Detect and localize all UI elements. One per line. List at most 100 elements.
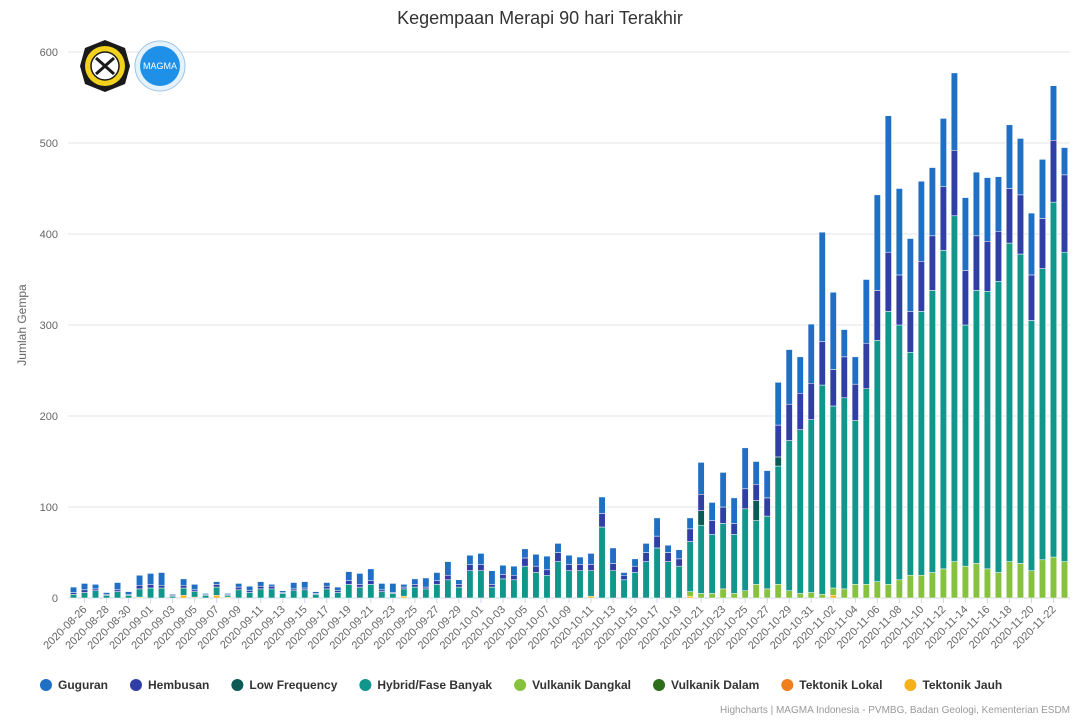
bar-segment[interactable] — [950, 150, 958, 217]
bar-segment[interactable] — [235, 589, 243, 599]
bar-segment[interactable] — [862, 388, 870, 585]
bar-segment[interactable] — [455, 586, 463, 599]
bar-segment[interactable] — [675, 565, 683, 599]
bar-segment[interactable] — [1050, 140, 1057, 203]
bar-segment[interactable] — [928, 167, 936, 237]
bar-segment[interactable] — [268, 584, 276, 587]
bar-segment[interactable] — [730, 534, 738, 594]
bar-segment[interactable] — [587, 570, 595, 597]
bar-segment[interactable] — [609, 547, 617, 564]
bar-segment[interactable] — [576, 570, 584, 599]
bar-segment[interactable] — [763, 470, 771, 499]
bar-segment[interactable] — [268, 588, 276, 599]
bar-segment[interactable] — [334, 586, 342, 591]
bar-segment[interactable] — [796, 593, 804, 599]
bar-segment[interactable] — [675, 549, 683, 560]
bar-segment[interactable] — [290, 588, 298, 591]
legend-item[interactable]: Hybrid/Fase Banyak — [359, 678, 492, 692]
bar-segment[interactable] — [411, 578, 419, 585]
bar-segment[interactable] — [928, 290, 936, 573]
bar-segment[interactable] — [939, 118, 947, 187]
bar-segment[interactable] — [290, 590, 298, 599]
bar-segment[interactable] — [862, 342, 870, 389]
bar-segment[interactable] — [510, 575, 518, 581]
bar-segment[interactable] — [796, 356, 804, 394]
bar-segment[interactable] — [785, 590, 793, 599]
bar-segment[interactable] — [598, 496, 606, 514]
bar-segment[interactable] — [169, 595, 177, 599]
bar-segment[interactable] — [235, 583, 243, 588]
bar-segment[interactable] — [301, 581, 309, 589]
bar-segment[interactable] — [906, 311, 914, 353]
bar-segment[interactable] — [433, 580, 441, 585]
bar-segment[interactable] — [213, 584, 221, 588]
legend[interactable]: Guguran Hembusan Low Frequency Hybrid/Fase … — [40, 678, 1002, 692]
bar-segment[interactable] — [235, 586, 243, 591]
bar-segment[interactable] — [1017, 563, 1024, 599]
bar-segment[interactable] — [1028, 274, 1035, 321]
bar-segment[interactable] — [301, 589, 309, 599]
bar-segment[interactable] — [620, 579, 628, 599]
bar-segment[interactable] — [444, 579, 452, 599]
bar-segment[interactable] — [774, 456, 782, 467]
bar-segment[interactable] — [543, 555, 551, 571]
bar-segment[interactable] — [939, 568, 947, 599]
bar-segment[interactable] — [1017, 194, 1024, 255]
bar-segment[interactable] — [543, 575, 551, 599]
bar-segment[interactable] — [356, 586, 364, 599]
bar-segment[interactable] — [631, 565, 639, 573]
bar-segment[interactable] — [851, 584, 859, 599]
bar-segment[interactable] — [708, 502, 716, 521]
bar-segment[interactable] — [840, 356, 848, 399]
bar-segment[interactable] — [477, 553, 485, 565]
bar-segment[interactable] — [323, 588, 331, 599]
bar-segment[interactable] — [972, 235, 980, 291]
bar-segment[interactable] — [411, 586, 419, 599]
bar-segment[interactable] — [180, 578, 188, 586]
bar-segment[interactable] — [829, 291, 837, 370]
bar-segment[interactable] — [367, 580, 375, 585]
bar-segment[interactable] — [994, 176, 1002, 232]
bar-segment[interactable] — [1017, 253, 1024, 564]
bar-segment[interactable] — [499, 574, 507, 580]
bar-segment[interactable] — [1028, 570, 1035, 599]
bar-segment[interactable] — [961, 197, 969, 271]
bar-segment[interactable] — [257, 588, 265, 599]
bar-segment[interactable] — [961, 565, 969, 599]
bar-segment[interactable] — [873, 194, 881, 291]
bar-segment[interactable] — [719, 506, 727, 524]
bar-segment[interactable] — [488, 570, 496, 585]
bar-segment[interactable] — [323, 585, 331, 590]
bar-segment[interactable] — [543, 569, 551, 576]
bar-segment[interactable] — [1005, 561, 1013, 599]
bar-segment[interactable] — [939, 250, 947, 570]
bar-segment[interactable] — [829, 587, 837, 596]
bar-segment[interactable] — [191, 584, 199, 591]
bar-segment[interactable] — [928, 235, 936, 291]
legend-item[interactable]: Tektonik Jauh — [904, 678, 1002, 692]
bar-segment[interactable] — [686, 591, 694, 597]
bar-segment[interactable] — [444, 561, 452, 576]
bar-segment[interactable] — [565, 564, 573, 571]
bar-segment[interactable] — [213, 595, 221, 599]
bar-segment[interactable] — [433, 584, 441, 599]
bar-segment[interactable] — [774, 584, 782, 599]
bar-segment[interactable] — [1039, 559, 1046, 599]
bar-segment[interactable] — [961, 270, 969, 326]
bar-segment[interactable] — [279, 590, 287, 593]
bar-segment[interactable] — [466, 554, 474, 565]
bar-segment[interactable] — [1039, 218, 1046, 269]
bar-segment[interactable] — [521, 557, 529, 567]
bar-segment[interactable] — [796, 429, 804, 594]
bar-segment[interactable] — [147, 573, 155, 585]
bar-segment[interactable] — [851, 383, 859, 421]
bar-segment[interactable] — [356, 573, 364, 585]
bar-segment[interactable] — [862, 584, 870, 599]
bar-segment[interactable] — [444, 575, 452, 581]
bar-segment[interactable] — [477, 564, 485, 571]
bar-segment[interactable] — [224, 593, 232, 595]
bar-segment[interactable] — [565, 554, 573, 565]
bar-segment[interactable] — [301, 587, 309, 591]
bar-segment[interactable] — [840, 588, 848, 599]
bar-segment[interactable] — [994, 572, 1002, 599]
